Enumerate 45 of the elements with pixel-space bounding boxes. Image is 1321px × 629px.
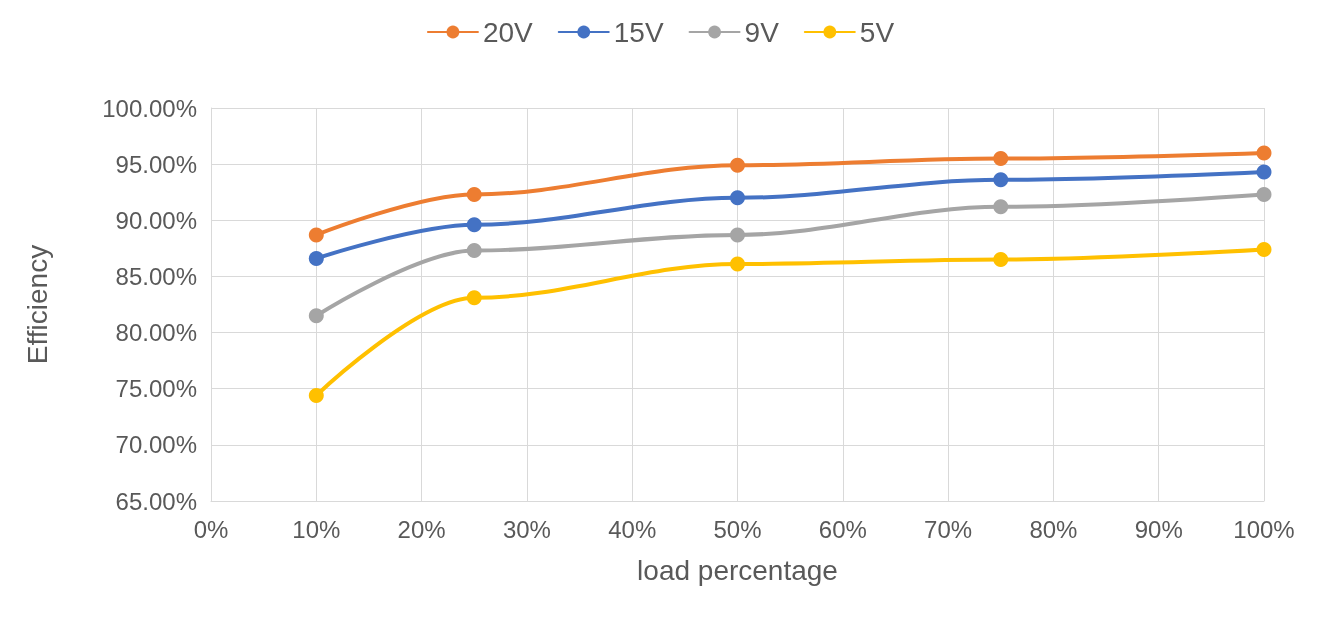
point [993,151,1009,167]
x-tick-label: 70% [924,515,973,543]
point [466,186,482,202]
y-tick-label: 65.00% [115,487,197,515]
x-tick-label: 100% [1233,515,1295,543]
point [308,387,324,403]
point [308,227,324,243]
point [1256,164,1272,180]
x-tick-label: 0% [193,515,229,543]
point [466,243,482,259]
y-tick-label: 95.00% [115,150,197,178]
point [993,252,1009,268]
point [993,172,1009,188]
y-tick-label: 100.00% [102,94,197,122]
point [1256,145,1272,161]
x-tick-label: 20% [397,515,446,543]
legend-label: 20V [482,16,534,48]
x-axis-title: load percentage [637,554,838,586]
y-tick-label: 80.00% [115,319,197,347]
point [993,199,1009,215]
point [466,217,482,233]
y-tick-label: 75.00% [115,375,197,403]
x-tick-label: 60% [818,515,867,543]
point [308,250,324,266]
x-tick-label: 10% [292,515,341,543]
x-tick-label: 80% [1029,515,1078,543]
y-tick-label: 90.00% [115,206,197,234]
point [308,308,324,324]
point [730,157,745,173]
point [730,227,745,243]
point [730,256,745,272]
legend-label: 9V [744,16,780,48]
y-axis-title: Efficiency [21,244,53,365]
x-tick-label: 30% [502,515,551,543]
y-tick-label: 85.00% [115,262,197,290]
point [466,290,482,306]
x-tick-label: 40% [608,515,657,543]
point [730,190,745,206]
legend-label: 15V [613,16,664,48]
x-tick-label: 90% [1134,515,1183,543]
y-tick-label: 70.00% [115,431,197,459]
legend-label: 5V [859,16,895,48]
x-tick-label: 50% [713,515,762,543]
point [1256,241,1272,257]
point [1256,186,1272,202]
